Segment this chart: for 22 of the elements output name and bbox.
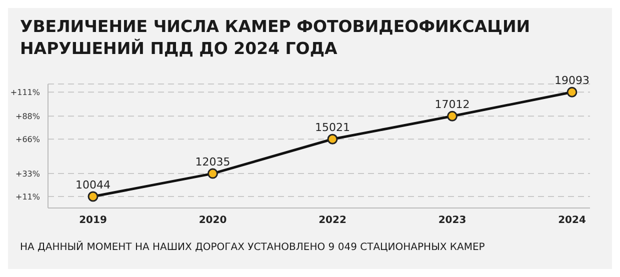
x-tick-label: 2022	[318, 215, 346, 226]
data-label: 17012	[434, 98, 470, 112]
data-label: 19093	[554, 74, 590, 88]
x-tick-label: 2020	[198, 215, 227, 226]
point	[566, 86, 578, 98]
x-tick-label: 2024	[558, 215, 586, 226]
point	[447, 110, 458, 122]
y2-tick-label: +88%	[16, 112, 40, 121]
data-label: 12035	[195, 156, 230, 169]
text: НА ДАННЫЙ МОМЕНТ НА НАШИХ ДОРОГАХ УСТАНОВЛЕНО 9 049 СТАЦИОНАРНЫХ КАМЕР	[20, 242, 485, 253]
y2-tick-label: +11%	[16, 192, 40, 202]
data-label: 10044	[76, 178, 110, 192]
point	[88, 191, 98, 202]
chart-title: УВЕЛИЧЕНИЕ ЧИСЛА КАМЕР ФОТОВИДЕОФИКСАЦИИ НАРУШЕНИЙ ПДД ДО 2024 ГОДА	[20, 16, 532, 60]
x-tick-label: 2023	[438, 215, 466, 226]
x-tick-label: 2019	[79, 215, 107, 226]
y2-tick-label: +66%	[16, 134, 40, 144]
point	[208, 168, 218, 179]
y2-tick-label: +111%	[10, 88, 40, 97]
data-label: 15021	[315, 121, 350, 134]
y2-tick-label: +33%	[16, 169, 40, 178]
point	[327, 134, 338, 144]
